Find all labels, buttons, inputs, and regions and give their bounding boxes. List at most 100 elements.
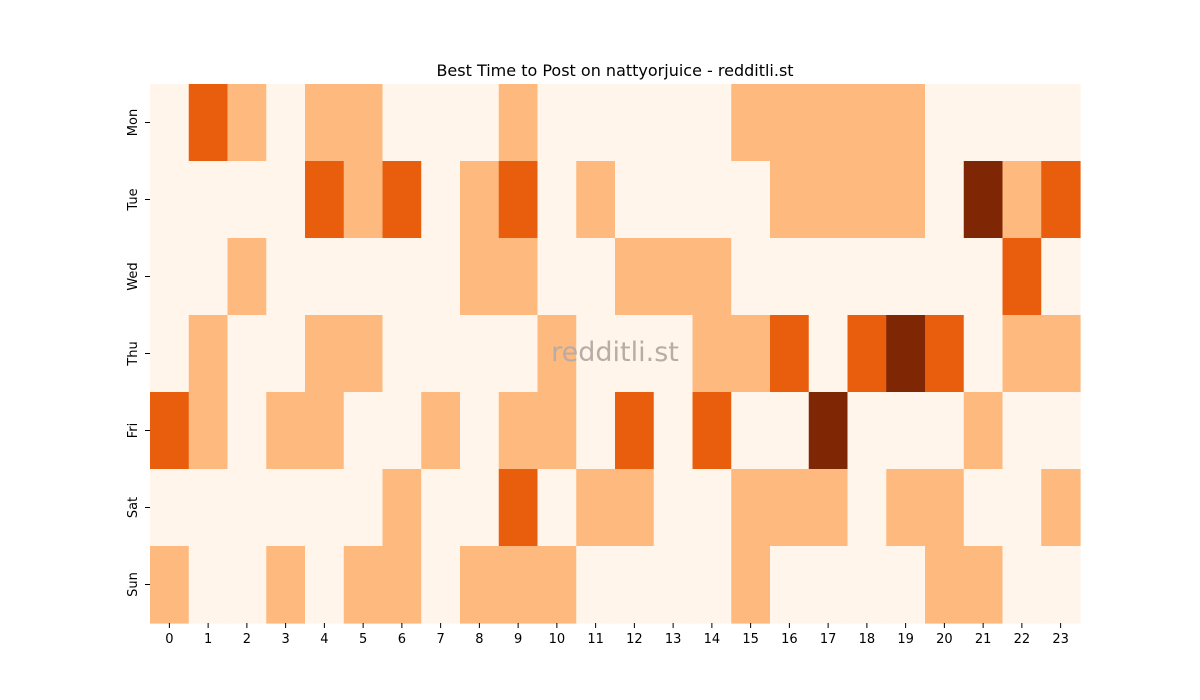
heatmap-cell-thu-6 — [382, 315, 422, 393]
heatmap-cell-fri-6 — [382, 392, 422, 470]
heatmap-cell-tue-19 — [886, 161, 926, 239]
heatmap-cell-thu-3 — [266, 315, 306, 393]
heatmap-cell-sat-6 — [382, 469, 422, 547]
heatmap-cell-mon-4 — [305, 84, 345, 162]
heatmap-cell-mon-21 — [963, 84, 1004, 162]
heatmap-cell-sun-12 — [615, 546, 655, 624]
heatmap-cell-mon-20 — [925, 84, 965, 162]
heatmap-cell-thu-20 — [925, 315, 965, 393]
heatmap-cell-thu-19 — [886, 315, 926, 393]
heatmap-cell-fri-8 — [460, 392, 500, 470]
heatmap-cell-wed-19 — [886, 238, 926, 316]
heatmap-cell-wed-4 — [305, 238, 345, 316]
heatmap-cell-fri-23 — [1041, 392, 1081, 470]
heatmap-cell-tue-5 — [343, 161, 384, 239]
heatmap-cell-sun-15 — [731, 546, 771, 624]
heatmap-cell-wed-21 — [963, 238, 1004, 316]
heatmap-cell-sun-3 — [266, 546, 306, 624]
heatmap-cell-wed-17 — [808, 238, 849, 316]
heatmap-cell-sun-5 — [343, 546, 384, 624]
heatmap-cell-sat-12 — [615, 469, 655, 547]
heatmap-cell-thu-16 — [770, 315, 810, 393]
heatmap-cell-thu-14 — [692, 315, 732, 393]
heatmap-cell-fri-10 — [537, 392, 577, 470]
heatmap-cell-thu-4 — [305, 315, 345, 393]
heatmap-cell-sat-1 — [188, 469, 229, 547]
heatmap-cell-sat-20 — [925, 469, 965, 547]
heatmap-cell-mon-3 — [266, 84, 306, 162]
heatmap-cell-wed-23 — [1041, 238, 1081, 316]
heatmap-cell-mon-7 — [421, 84, 461, 162]
heatmap-cell-thu-8 — [460, 315, 500, 393]
heatmap-cell-tue-11 — [576, 161, 616, 239]
heatmap-cell-fri-15 — [731, 392, 771, 470]
heatmap-cell-sun-14 — [692, 546, 732, 624]
heatmap-cell-tue-21 — [963, 161, 1004, 239]
heatmap-cell-thu-11 — [576, 315, 616, 393]
y-tick-label: Tue — [126, 188, 141, 211]
heatmap-cell-mon-14 — [692, 84, 732, 162]
heatmap-cell-thu-23 — [1041, 315, 1081, 393]
heatmap-cell-fri-16 — [770, 392, 810, 470]
x-tick-label: 13 — [665, 632, 682, 647]
heatmap-cell-wed-14 — [692, 238, 732, 316]
heatmap-cell-fri-21 — [963, 392, 1004, 470]
heatmap-cell-sat-10 — [537, 469, 577, 547]
y-tick-label: Mon — [126, 109, 141, 136]
heatmap-cell-tue-23 — [1041, 161, 1081, 239]
x-tick-label: 9 — [514, 632, 522, 647]
heatmap-cell-mon-23 — [1041, 84, 1081, 162]
heatmap-cell-wed-11 — [576, 238, 616, 316]
heatmap-cell-mon-12 — [615, 84, 655, 162]
heatmap-cells — [150, 84, 1081, 624]
heatmap-cell-sun-10 — [537, 546, 577, 624]
heatmap-cell-tue-2 — [227, 161, 267, 239]
heatmap-cell-sat-0 — [150, 469, 190, 547]
heatmap-cell-tue-12 — [615, 161, 655, 239]
heatmap-cell-fri-18 — [847, 392, 887, 470]
heatmap-cell-thu-10 — [537, 315, 577, 393]
heatmap-cell-wed-9 — [498, 238, 539, 316]
heatmap-cell-thu-17 — [808, 315, 849, 393]
heatmap-cell-fri-19 — [886, 392, 926, 470]
heatmap-cell-thu-0 — [150, 315, 190, 393]
heatmap-cell-tue-6 — [382, 161, 422, 239]
x-tick-label: 15 — [742, 632, 759, 647]
heatmap-cell-fri-1 — [188, 392, 229, 470]
heatmap-cell-sat-7 — [421, 469, 461, 547]
heatmap-cell-sat-14 — [692, 469, 732, 547]
heatmap-cell-tue-16 — [770, 161, 810, 239]
watermark: redditli.st — [551, 337, 679, 368]
y-tick-label: Fri — [126, 423, 141, 439]
x-tick-label: 22 — [1014, 632, 1031, 647]
heatmap-cell-sat-2 — [227, 469, 267, 547]
x-tick-label: 8 — [475, 632, 483, 647]
heatmap-cell-tue-10 — [537, 161, 577, 239]
heatmap-cell-fri-14 — [692, 392, 732, 470]
y-tick-label: Thu — [126, 341, 141, 366]
x-tick-label: 12 — [626, 632, 643, 647]
heatmap-cell-thu-21 — [963, 315, 1004, 393]
heatmap-cell-mon-5 — [343, 84, 384, 162]
heatmap-cell-fri-9 — [498, 392, 539, 470]
heatmap-cell-sat-17 — [808, 469, 849, 547]
heatmap-cell-sun-8 — [460, 546, 500, 624]
heatmap-cell-sun-2 — [227, 546, 267, 624]
heatmap-cell-mon-15 — [731, 84, 771, 162]
heatmap-cell-mon-8 — [460, 84, 500, 162]
heatmap-cell-sun-21 — [963, 546, 1004, 624]
x-tick-label: 2 — [243, 632, 251, 647]
heatmap-cell-sat-19 — [886, 469, 926, 547]
heatmap-cell-thu-22 — [1002, 315, 1042, 393]
x-tick-label: 23 — [1052, 632, 1069, 647]
heatmap-cell-fri-20 — [925, 392, 965, 470]
heatmap-cell-wed-1 — [188, 238, 229, 316]
heatmap-cell-sat-13 — [653, 469, 694, 547]
heatmap-cell-fri-0 — [150, 392, 190, 470]
heatmap-cell-sun-0 — [150, 546, 190, 624]
x-tick-label: 1 — [204, 632, 212, 647]
heatmap-cell-sun-7 — [421, 546, 461, 624]
heatmap-cell-mon-0 — [150, 84, 190, 162]
heatmap-cell-wed-0 — [150, 238, 190, 316]
heatmap-cell-sun-18 — [847, 546, 887, 624]
